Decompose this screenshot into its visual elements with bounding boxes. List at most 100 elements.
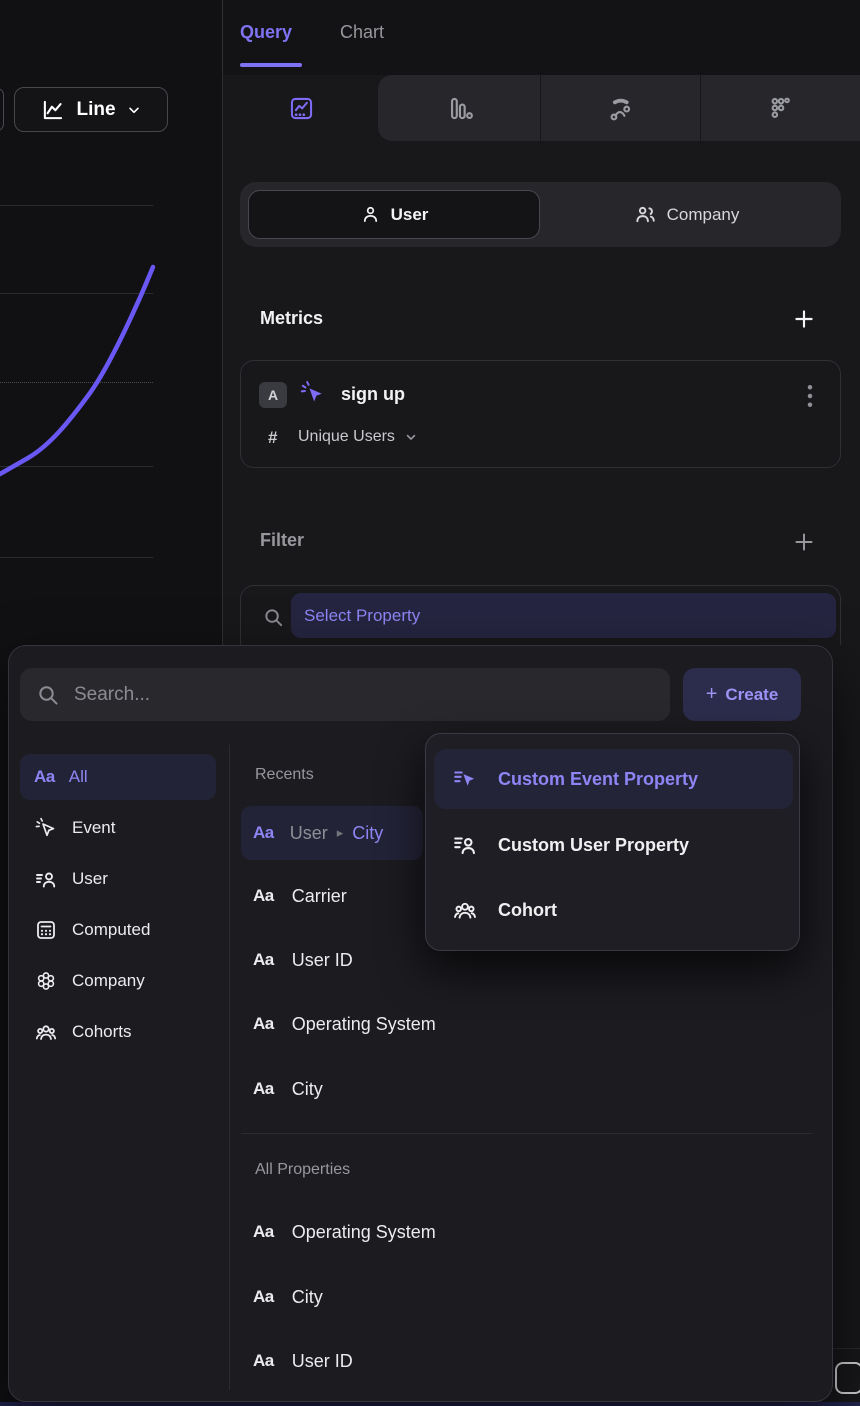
breadcrumb-parent: User xyxy=(289,822,328,843)
clipped-divider-fragment xyxy=(833,1348,860,1349)
insights-icon xyxy=(290,97,313,119)
create-menu-item-cohort[interactable]: Cohort xyxy=(434,880,793,940)
chart-gridline xyxy=(0,466,153,467)
funnels-icon xyxy=(450,97,473,119)
company-cluster-icon xyxy=(37,972,55,990)
text-property-icon: Aa xyxy=(253,1014,274,1033)
tab-flows[interactable] xyxy=(701,75,860,141)
create-button[interactable]: + Create xyxy=(683,668,801,721)
computed-icon xyxy=(37,921,55,939)
tab-funnels[interactable] xyxy=(381,75,540,141)
text-property-icon: Aa xyxy=(34,767,55,786)
property-label: City xyxy=(291,1286,323,1307)
event-icon xyxy=(35,817,55,837)
active-tab-underline xyxy=(240,63,302,67)
retention-icon xyxy=(610,98,631,120)
property-item[interactable]: Aa Operating System xyxy=(253,1210,436,1254)
flows-icon xyxy=(771,97,790,118)
line-chart-icon xyxy=(44,100,63,119)
category-label: Cohorts xyxy=(72,1022,132,1041)
category-computed[interactable]: Computed xyxy=(20,907,216,953)
entity-toggle-company[interactable]: Company xyxy=(540,190,833,239)
search-icon xyxy=(265,609,283,627)
property-label: City xyxy=(291,1078,323,1099)
search-icon xyxy=(39,685,58,704)
user-icon xyxy=(363,206,377,222)
create-menu-item-custom-user-property[interactable]: Custom User Property xyxy=(434,815,793,875)
metrics-title: Metrics xyxy=(260,308,324,328)
metric-event-name: sign up xyxy=(341,384,405,404)
cohorts-icon xyxy=(35,1025,57,1040)
clipped-left-button xyxy=(0,88,4,131)
picker-search-input[interactable] xyxy=(74,683,634,706)
filter-property-selector[interactable]: Select Property xyxy=(291,593,836,638)
tab-insights[interactable] xyxy=(222,75,381,141)
section-divider xyxy=(241,1133,812,1134)
tab-query[interactable]: Query xyxy=(240,22,293,42)
cohort-icon xyxy=(454,902,476,919)
add-metric-button[interactable] xyxy=(791,306,817,332)
hash-icon: # xyxy=(268,428,278,447)
category-label: Event xyxy=(72,818,116,837)
text-property-icon: Aa xyxy=(253,886,274,905)
create-menu-label: Custom Event Property xyxy=(498,768,699,789)
category-label: All xyxy=(68,767,88,786)
tab-separator xyxy=(540,75,541,141)
recent-item[interactable]: Aa City xyxy=(253,1067,323,1111)
category-all[interactable]: Aa All xyxy=(20,754,216,800)
bottom-edge-strip xyxy=(0,1402,860,1406)
text-property-icon: Aa xyxy=(253,1222,274,1241)
text-property-icon: Aa xyxy=(253,823,274,842)
line-chart-series xyxy=(0,264,156,477)
company-icon xyxy=(636,206,655,223)
property-label: User ID xyxy=(291,949,353,970)
custom-event-property-icon xyxy=(454,771,475,786)
chart-gridline-dotted xyxy=(0,382,153,383)
property-label: User ID xyxy=(291,1350,353,1371)
category-user[interactable]: User xyxy=(20,856,216,902)
entity-user-label: User xyxy=(390,204,429,224)
text-property-icon: Aa xyxy=(253,1351,274,1370)
category-cohorts[interactable]: Cohorts xyxy=(20,1009,216,1055)
all-properties-header: All Properties xyxy=(255,1161,351,1178)
category-company[interactable]: Company xyxy=(20,958,216,1004)
category-event[interactable]: Event xyxy=(20,805,216,851)
recent-item[interactable]: Aa Operating System xyxy=(253,1002,436,1046)
chart-gridline xyxy=(0,205,153,206)
create-menu: Custom Event Property Custom User Proper… xyxy=(425,733,800,951)
query-panel-header xyxy=(223,0,860,75)
user-property-icon xyxy=(36,872,56,888)
event-icon xyxy=(300,381,322,402)
create-menu-label: Custom User Property xyxy=(498,834,690,855)
property-item[interactable]: Aa City xyxy=(253,1275,323,1319)
text-property-icon: Aa xyxy=(253,1079,274,1098)
create-menu-label: Cohort xyxy=(498,899,557,920)
tab-separator xyxy=(700,75,701,141)
kebab-menu-icon[interactable] xyxy=(801,381,819,411)
recent-item[interactable]: Aa Carrier xyxy=(253,874,347,918)
plus-icon: + xyxy=(705,683,718,705)
property-label: Operating System xyxy=(291,1013,436,1034)
tab-chart[interactable]: Chart xyxy=(340,22,385,42)
tab-retention[interactable] xyxy=(541,75,700,141)
chart-type-dropdown[interactable]: Line xyxy=(14,87,168,132)
create-button-label: Create xyxy=(725,684,779,704)
chart-type-label: Line xyxy=(76,98,116,120)
aggregation-dropdown[interactable]: Unique Users xyxy=(298,428,418,446)
entity-toggle-user[interactable]: User xyxy=(248,190,540,239)
add-filter-button[interactable] xyxy=(791,529,817,555)
clipped-button-fragment xyxy=(835,1362,860,1394)
recent-item[interactable]: Aa User ID xyxy=(253,938,353,982)
recents-header: Recents xyxy=(255,766,314,783)
metric-card[interactable]: A sign up # Unique Users xyxy=(240,360,841,468)
picker-column-divider xyxy=(229,745,230,1390)
picker-search[interactable] xyxy=(20,668,670,721)
property-label: Carrier xyxy=(291,885,347,906)
chart-gridline xyxy=(0,557,153,558)
recent-item-user-city[interactable]: Aa User ▸ City xyxy=(241,806,423,860)
chevron-right-icon: ▸ xyxy=(336,825,344,840)
create-menu-item-custom-event-property[interactable]: Custom Event Property xyxy=(434,749,793,809)
property-item[interactable]: Aa User ID xyxy=(253,1339,353,1383)
entity-company-label: Company xyxy=(666,204,740,224)
category-label: User xyxy=(72,869,108,888)
